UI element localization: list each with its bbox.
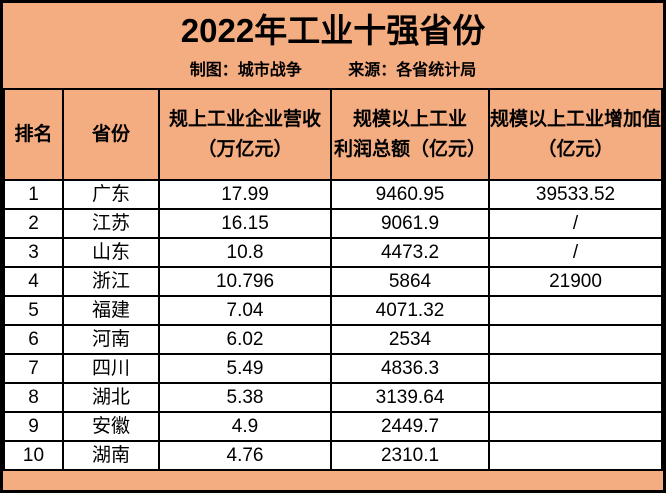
table-body: 1 广东 17.99 9460.95 39533.52 2 江苏 16.15 9061.9/3 山… — [3, 179, 663, 471]
province-industry-table: 排名 省份 规上工业企业营收 （万亿元） 规模以上工业 利润总额（亿元） 规模以… — [3, 88, 663, 471]
province-cell: 河南 — [62, 324, 160, 355]
province-cell: 湖南 — [62, 440, 160, 471]
profit-cell: 2449.7 — [330, 411, 490, 442]
table-row: 2 江苏 16.15 9061.9/ — [3, 208, 663, 239]
revenue-cell: 16.15 — [158, 208, 332, 239]
added-value-cell: 39533.52 — [488, 179, 663, 210]
revenue-cell: 17.99 — [158, 179, 332, 210]
revenue-cell: 5.49 — [158, 353, 332, 384]
province-cell: 山东 — [62, 237, 160, 268]
profit-cell: 2310.1 — [330, 440, 490, 471]
profit-cell: 9460.95 — [330, 179, 490, 210]
revenue-cell: 10.8 — [158, 237, 332, 268]
table-row: 10 湖南 4.76 2310.1 — [3, 440, 663, 471]
table-row: 4 浙江 10.796 5864 21900 — [3, 266, 663, 297]
added-value-cell — [488, 324, 663, 355]
rank-cell: 4 — [3, 266, 64, 297]
added-value-cell: 21900 — [488, 266, 663, 297]
page-title: 2022年工业十强省份 — [180, 11, 486, 49]
rank-cell: 2 — [3, 208, 64, 239]
revenue-cell: 7.04 — [158, 295, 332, 326]
province-cell: 浙江 — [62, 266, 160, 297]
added-value-cell — [488, 295, 663, 326]
table-row: 6 河南 6.02 2534 — [3, 324, 663, 355]
profit-cell: 4071.32 — [330, 295, 490, 326]
header-profit: 规模以上工业 利润总额（亿元） — [330, 88, 490, 181]
rank-cell: 8 — [3, 382, 64, 413]
revenue-cell: 4.9 — [158, 411, 332, 442]
header-revenue: 规上工业企业营收 （万亿元） — [158, 88, 332, 181]
table-row: 5 福建 7.04 4071.32 — [3, 295, 663, 326]
table-row: 3 山东 10.8 4473.2/ — [3, 237, 663, 268]
header-added-value: 规模以上工业增加值 （亿元） — [488, 88, 663, 181]
table-row: 7 四川 5.49 4836.3 — [3, 353, 663, 384]
header-added-value-line2: （亿元） — [537, 138, 614, 160]
header-province-line1: 省份 — [91, 123, 130, 145]
rank-cell: 1 — [3, 179, 64, 210]
table-row: 8 湖北 5.38 3139.64 — [3, 382, 663, 413]
added-value-cell: / — [488, 208, 663, 239]
added-value-cell — [488, 411, 663, 442]
revenue-cell: 6.02 — [158, 324, 332, 355]
header-revenue-line2: （万亿元） — [197, 138, 293, 160]
province-cell: 福建 — [62, 295, 160, 326]
table-row: 9 安徽 4.9 2449.7 — [3, 411, 663, 442]
rank-cell: 7 — [3, 353, 64, 384]
added-value-cell — [488, 440, 663, 471]
province-cell: 江苏 — [62, 208, 160, 239]
subtitle-source: 来源：各省统计局 — [348, 62, 477, 80]
added-value-cell — [488, 353, 663, 384]
rank-cell: 5 — [3, 295, 64, 326]
header-profit-line2: 利润总额（亿元） — [333, 138, 486, 160]
header-rank: 排名 — [3, 88, 64, 181]
title-block: 2022年工业十强省份 制图：城市战争 来源：各省统计局 — [3, 3, 663, 88]
subtitle-maker: 制图：城市战争 — [189, 62, 302, 80]
header-added-value-line1: 规模以上工业增加值 — [490, 109, 662, 131]
table-row: 1 广东 17.99 9460.95 39533.52 — [3, 179, 663, 210]
revenue-cell: 4.76 — [158, 440, 332, 471]
header-revenue-line1: 规上工业企业营收 — [168, 109, 321, 131]
added-value-cell: / — [488, 237, 663, 268]
rank-cell: 3 — [3, 237, 64, 268]
rank-cell: 9 — [3, 411, 64, 442]
province-cell: 四川 — [62, 353, 160, 384]
profit-cell: 9061.9 — [330, 208, 490, 239]
header-rank-line1: 排名 — [14, 123, 53, 145]
profit-cell: 4473.2 — [330, 237, 490, 268]
subtitle: 制图：城市战争 来源：各省统计局 — [169, 56, 497, 80]
profit-cell: 4836.3 — [330, 353, 490, 384]
revenue-cell: 10.796 — [158, 266, 332, 297]
header-profit-line1: 规模以上工业 — [352, 109, 467, 131]
table-header: 排名 省份 规上工业企业营收 （万亿元） 规模以上工业 利润总额（亿元） 规模以… — [3, 88, 663, 181]
profit-cell: 3139.64 — [330, 382, 490, 413]
province-cell: 湖北 — [62, 382, 160, 413]
rank-cell: 6 — [3, 324, 64, 355]
revenue-cell: 5.38 — [158, 382, 332, 413]
province-cell: 安徽 — [62, 411, 160, 442]
added-value-cell — [488, 382, 663, 413]
rank-cell: 10 — [3, 440, 64, 471]
profit-cell: 5864 — [330, 266, 490, 297]
province-cell: 广东 — [62, 179, 160, 210]
table-header-row: 排名 省份 规上工业企业营收 （万亿元） 规模以上工业 利润总额（亿元） 规模以… — [3, 88, 663, 181]
header-province: 省份 — [62, 88, 160, 181]
profit-cell: 2534 — [330, 324, 490, 355]
